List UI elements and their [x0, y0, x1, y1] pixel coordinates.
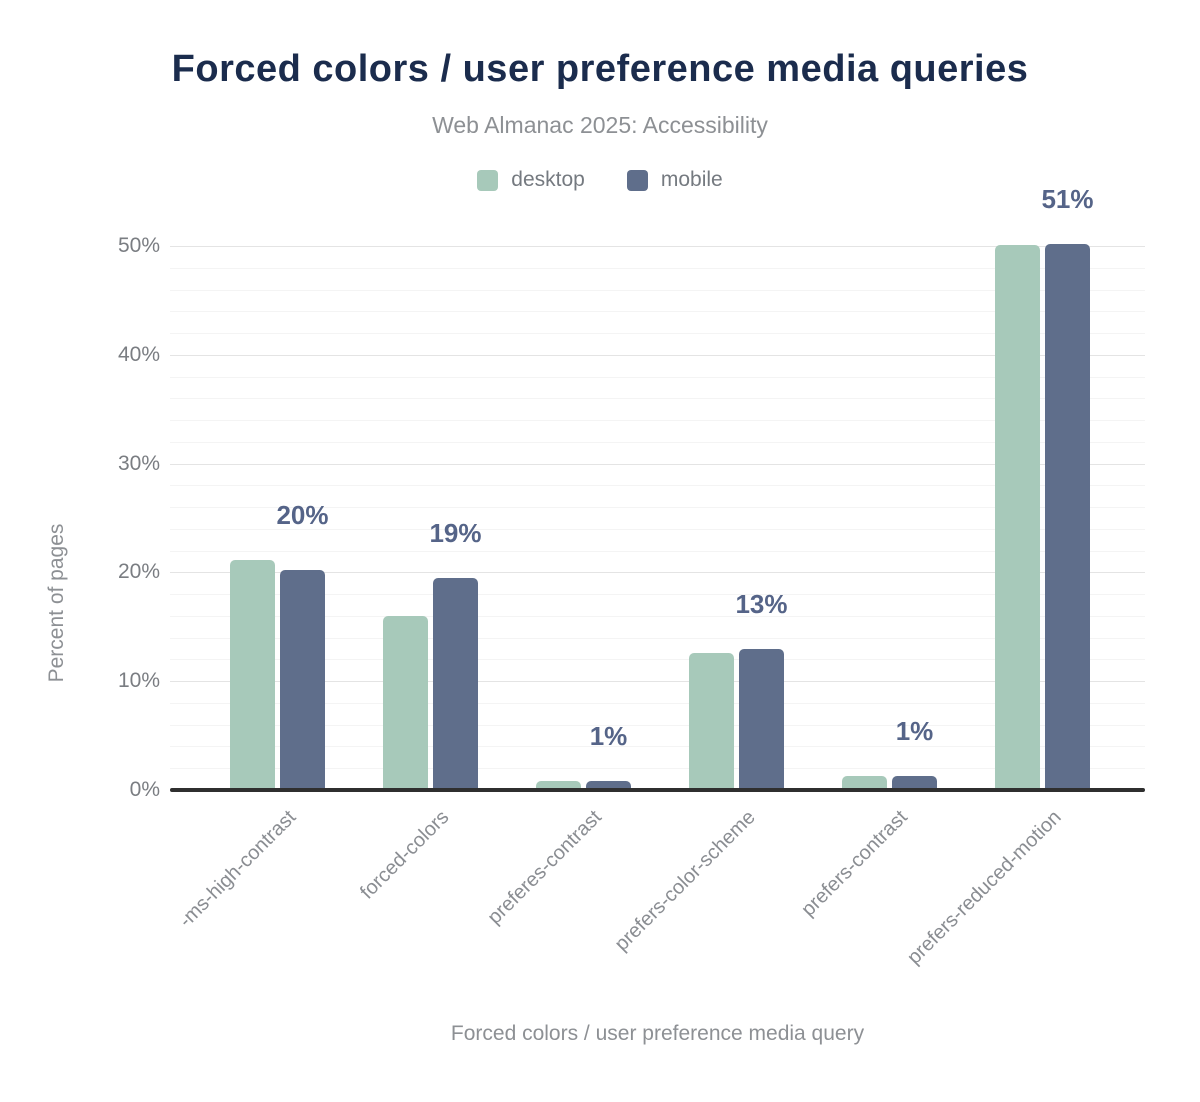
bar-mobile-prefers-reduced-motion[interactable]	[1045, 244, 1090, 788]
y-tick-label: 40%	[117, 342, 160, 366]
legend-swatch-mobile	[626, 169, 648, 191]
bar-desktop--ms-high-contrast[interactable]	[230, 559, 275, 788]
gridline-minor	[170, 528, 1145, 530]
gridline-minor	[170, 289, 1145, 291]
bar-mobile-forced-colors[interactable]	[433, 578, 478, 788]
y-tick-label: 50%	[117, 234, 160, 257]
gridline-major	[170, 246, 1145, 247]
bar-value-label: 13%	[735, 588, 788, 619]
gridline-minor	[170, 637, 1145, 639]
gridline-minor	[170, 507, 1145, 509]
gridline-minor	[170, 594, 1145, 596]
gridline-minor	[170, 311, 1145, 313]
x-tick-label: prefers-color-scheme	[610, 806, 760, 956]
bar-desktop-preferes-contrast[interactable]	[536, 781, 581, 788]
x-tick-label: -ms-high-contrast	[174, 806, 301, 932]
gridline-minor	[170, 746, 1145, 748]
bar-value-label: 51%	[1041, 184, 1094, 214]
legend: desktop mobile	[0, 168, 1200, 192]
gridline-minor	[170, 398, 1145, 400]
chart-title: Forced colors / user preference media qu…	[171, 48, 1029, 90]
y-tick-label: 20%	[117, 560, 160, 584]
legend-label: desktop	[511, 168, 585, 191]
y-tick-label: 30%	[117, 451, 160, 475]
bar-value-label: 20%	[276, 499, 329, 530]
bar-mobile-preferes-contrast[interactable]	[586, 781, 631, 788]
x-axis-line	[170, 788, 1145, 792]
bar-value-label: 1%	[589, 721, 628, 752]
bar-desktop-forced-colors[interactable]	[383, 616, 428, 788]
gridline-major	[170, 572, 1145, 574]
chart-subtitle: Web Almanac 2025: Accessibility	[432, 112, 768, 138]
gridline-major	[170, 681, 1145, 683]
gridline-minor	[170, 376, 1145, 378]
x-tick-label: prefers-reduced-motion	[902, 806, 1066, 969]
x-axis-title: Forced colors / user preference media qu…	[450, 1022, 865, 1045]
legend-item-mobile[interactable]: mobile	[626, 168, 723, 192]
y-tick-label: 10%	[117, 669, 160, 693]
bar-value-label: 19%	[429, 518, 482, 549]
gridline-major	[170, 354, 1145, 356]
gridline-minor	[170, 420, 1145, 422]
y-tick-label: 0%	[129, 778, 160, 801]
gridline-minor	[170, 768, 1145, 770]
gridline-minor	[170, 441, 1145, 443]
bar-mobile-prefers-contrast[interactable]	[892, 776, 937, 788]
gridline-minor	[170, 724, 1145, 726]
legend-swatch-desktop	[477, 169, 499, 191]
legend-item-desktop[interactable]: desktop	[477, 168, 585, 192]
bar-value-label: 1%	[895, 716, 934, 747]
x-tick-label: prefers-contrast	[797, 806, 913, 921]
y-axis-title: Percent of pages	[45, 523, 68, 683]
gridline-minor	[170, 615, 1145, 617]
gridline-minor	[170, 659, 1145, 661]
x-tick-label: preferes-contrast	[483, 806, 607, 929]
bar-desktop-prefers-reduced-motion[interactable]	[995, 245, 1040, 788]
gridline-minor	[170, 333, 1145, 335]
bar-desktop-prefers-contrast[interactable]	[842, 776, 887, 788]
legend-label: mobile	[660, 168, 723, 191]
gridline-minor	[170, 267, 1145, 269]
gridline-minor	[170, 702, 1145, 704]
bar-mobile--ms-high-contrast[interactable]	[280, 570, 325, 788]
bar-desktop-prefers-color-scheme[interactable]	[689, 653, 734, 788]
bar-mobile-prefers-color-scheme[interactable]	[739, 648, 784, 788]
x-tick-label: forced-colors	[355, 806, 454, 904]
gridline-minor	[170, 550, 1145, 552]
gridline-minor	[170, 485, 1145, 487]
gridline-major	[170, 463, 1145, 465]
